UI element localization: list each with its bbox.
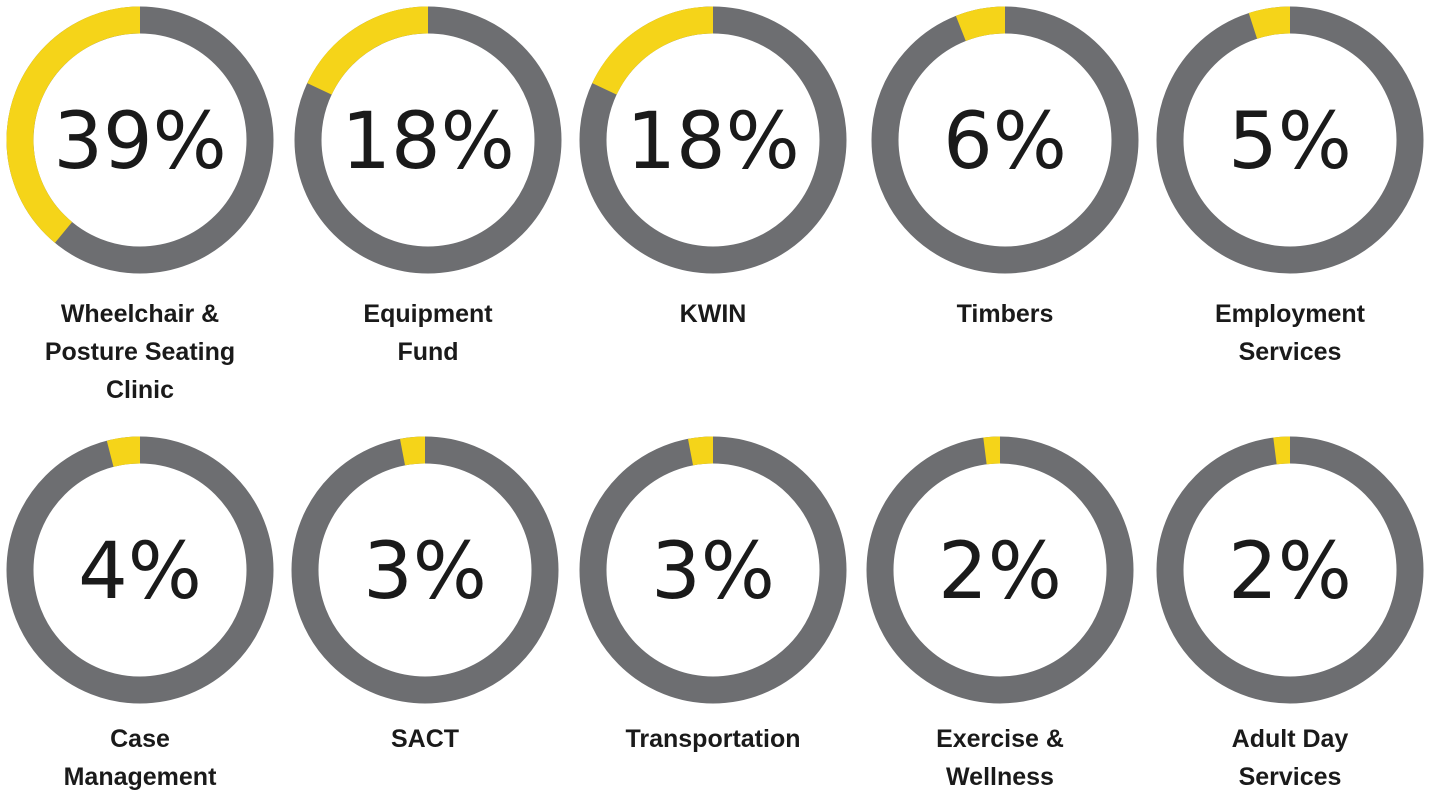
donut-segment: [6, 6, 141, 243]
percent-label: 4%: [78, 527, 202, 617]
donut-segment: [1273, 436, 1291, 465]
category-label: Case Management: [63, 725, 217, 791]
category-label: Employment Services: [1214, 300, 1366, 366]
percent-label: 3%: [363, 527, 487, 617]
percent-label: 18%: [626, 97, 799, 187]
percent-label: 2%: [938, 527, 1062, 617]
category-label: SACT: [390, 725, 460, 753]
donut-segment: [983, 436, 1001, 465]
donut-segment: [955, 6, 1006, 42]
donut-segment: [592, 6, 714, 95]
donut-segment: [687, 436, 714, 466]
category-label: Exercise & Wellness: [936, 725, 1064, 791]
donut-segment: [399, 436, 426, 466]
category-label: Wheelchair & Posture Seating Clinic: [44, 300, 236, 404]
donut-segment: [106, 436, 141, 467]
percent-label: 2%: [1228, 527, 1352, 617]
percent-label: 3%: [651, 527, 775, 617]
donut-segment: [1248, 6, 1291, 39]
category-label: Transportation: [625, 725, 801, 753]
percent-label: 39%: [53, 97, 226, 187]
category-label: Adult Day Services: [1231, 725, 1349, 791]
percent-label: 18%: [341, 97, 514, 187]
donut-segment: [307, 6, 429, 95]
percent-label: 5%: [1228, 97, 1352, 187]
percent-label: 6%: [943, 97, 1067, 187]
category-label: KWIN: [679, 300, 747, 328]
category-label: Timbers: [956, 300, 1054, 328]
category-label: Equipment Fund: [363, 300, 493, 366]
